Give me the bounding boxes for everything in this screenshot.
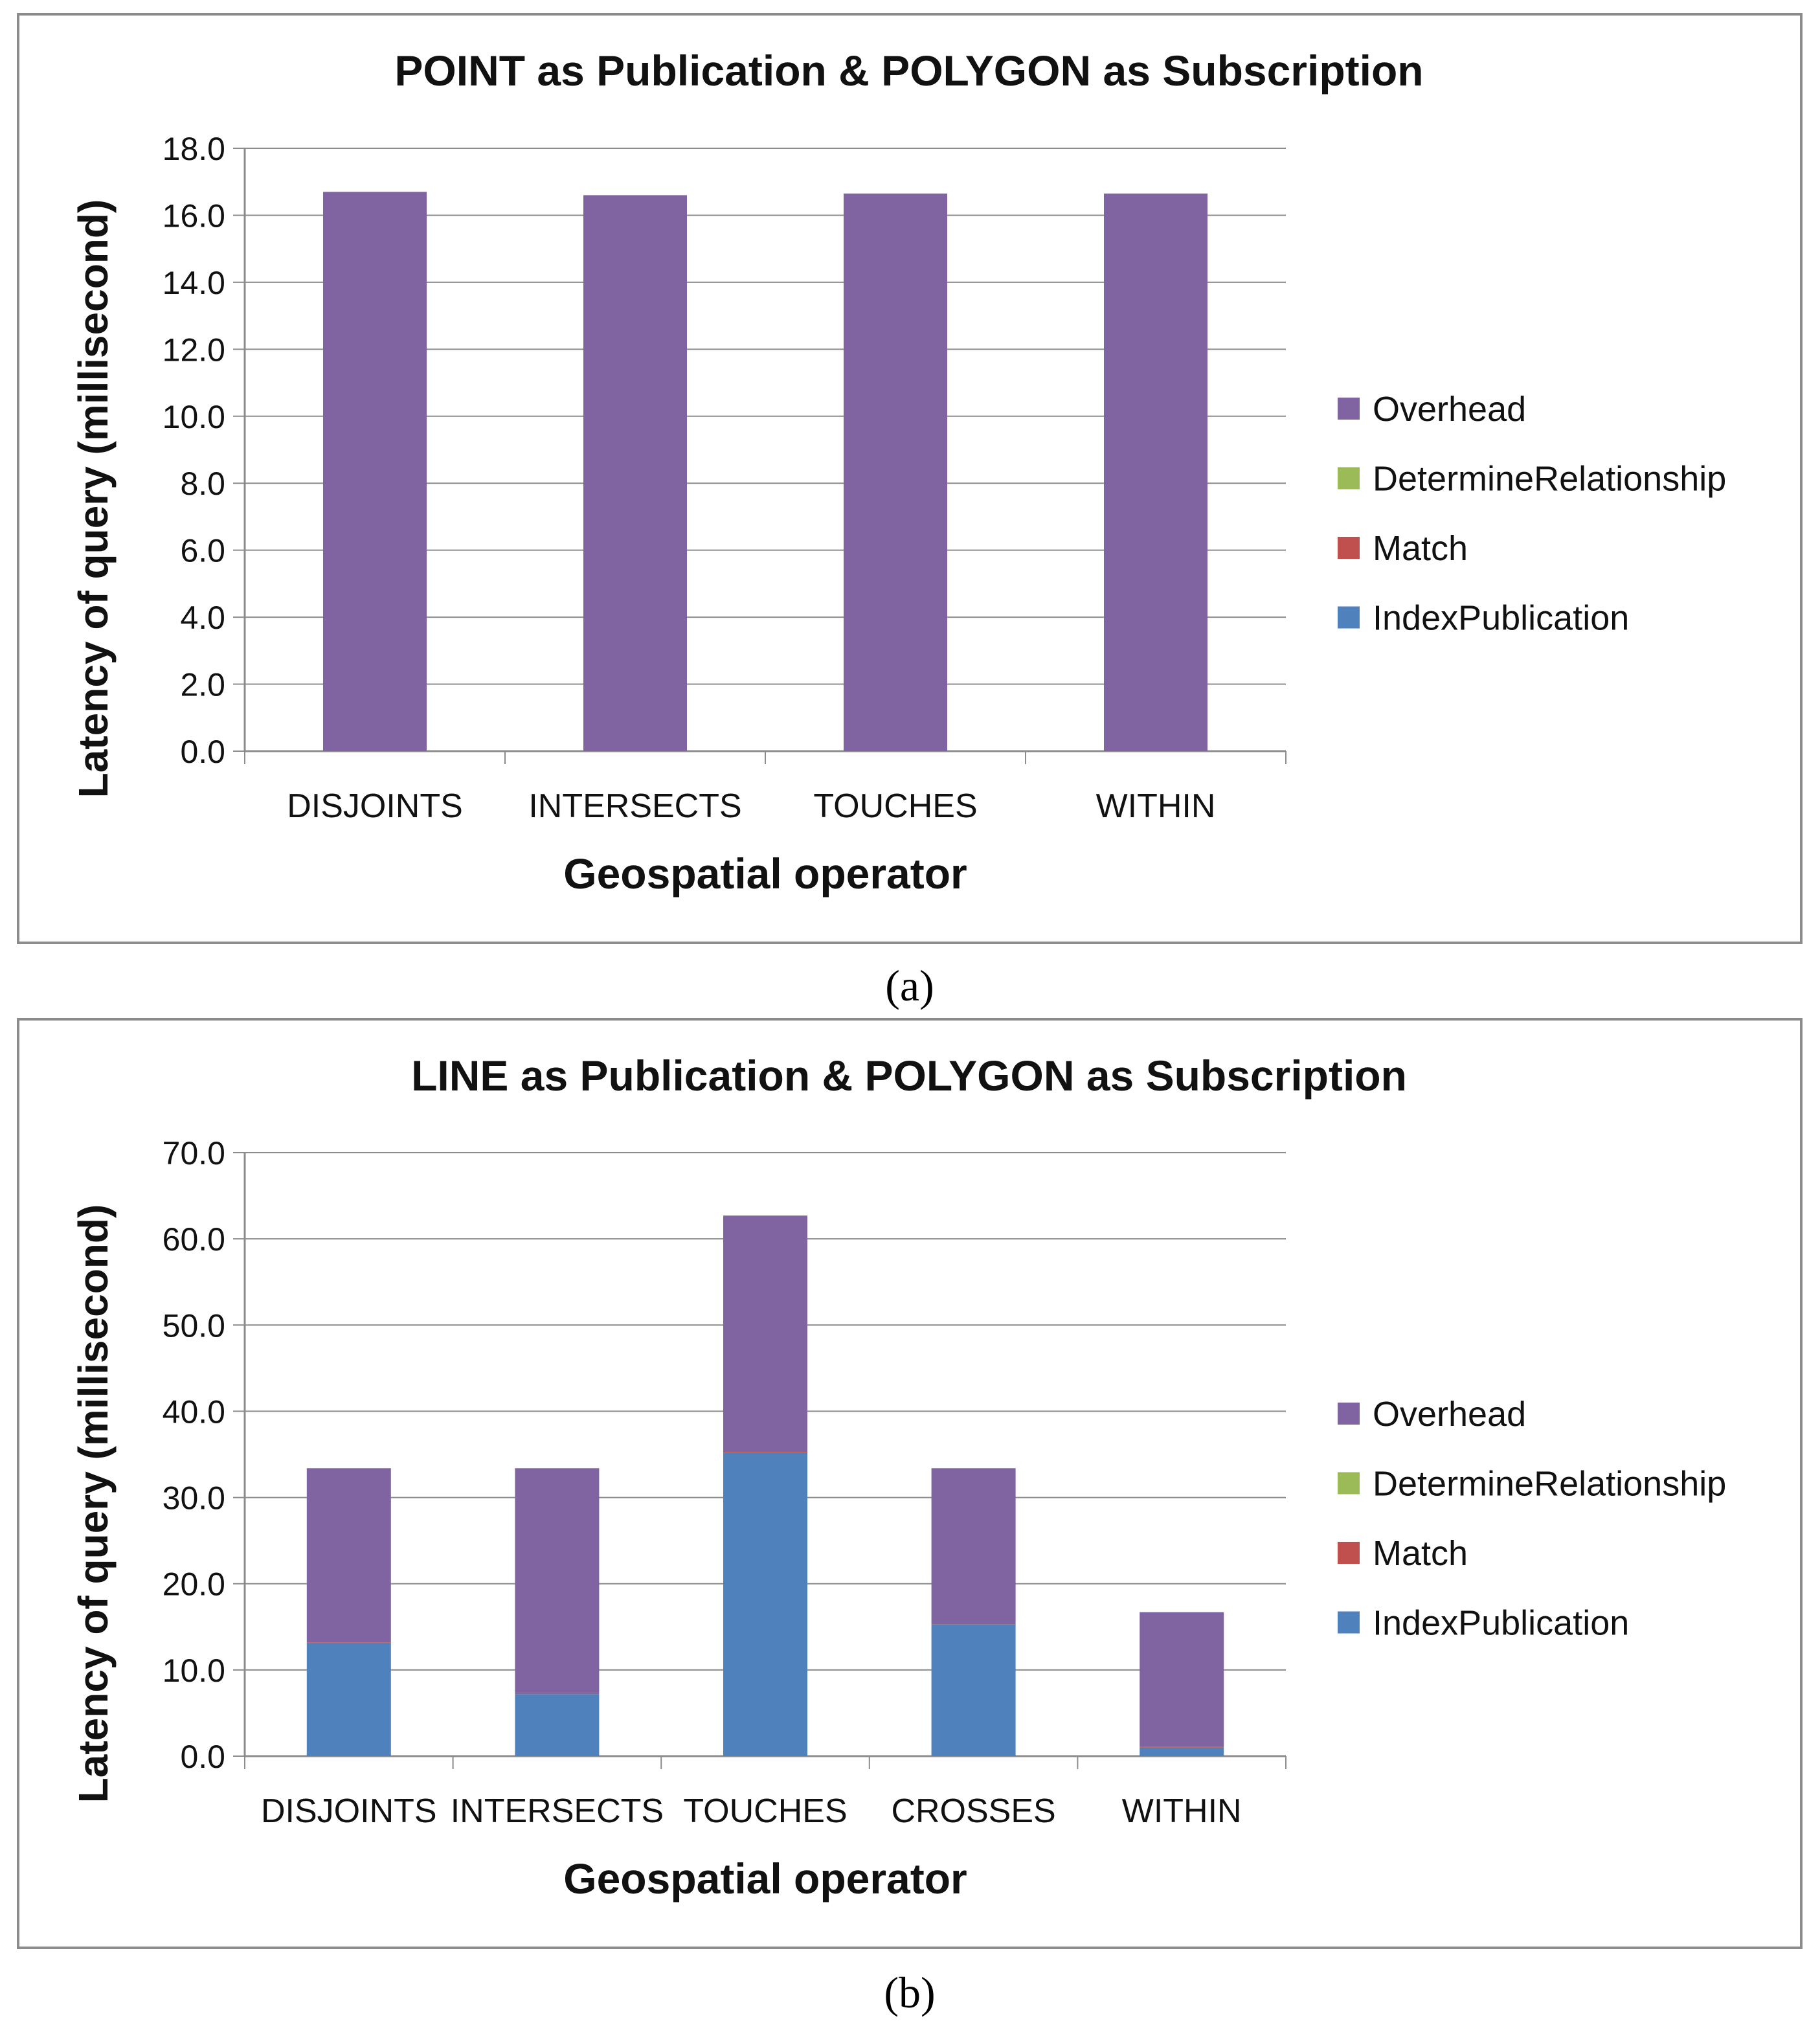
chart-b-bar-match-within (1140, 1746, 1224, 1748)
chart-b-legend-label-determinerelationship: DetermineRelationship (1373, 1465, 1726, 1504)
chart-b-bar-overhead-disjoints (306, 1468, 391, 1643)
chart-b-bar-overhead-touches (723, 1215, 807, 1452)
chart-b-ytick-label: 20.0 (163, 1566, 225, 1603)
chart-b-ytick-label: 40.0 (163, 1394, 225, 1430)
chart-b-ylabel: Latency of query (millisecond) (70, 1204, 117, 1803)
chart-b-bar-indexpublication-intersects (515, 1694, 600, 1756)
chart-b-legend-label-overhead: Overhead (1373, 1395, 1526, 1434)
chart-b-ytick-label: 50.0 (163, 1307, 225, 1344)
chart-a-ytick-label: 6.0 (180, 533, 225, 569)
chart-b-legend-swatch-determinerelationship (1338, 1472, 1360, 1495)
chart-b-category-label: DISJOINTS (261, 1792, 437, 1830)
chart-a-category-label: DISJOINTS (287, 787, 463, 825)
chart-a-xlabel: Geospatial operator (563, 850, 967, 897)
chart-a-ytick-label: 16.0 (163, 198, 225, 234)
chart-b-category-label: TOUCHES (683, 1792, 847, 1830)
caption-a: (a) (885, 961, 934, 1010)
chart-b-title: LINE as Publication & POLYGON as Subscri… (411, 1052, 1407, 1100)
chart-b-bar-indexpublication-disjoints (306, 1643, 391, 1756)
chart-b-bar-overhead-within (1140, 1612, 1224, 1747)
chart-b-ytick-label: 60.0 (163, 1221, 225, 1258)
chart-b-bar-match-disjoints (306, 1642, 391, 1643)
chart-b-bar-indexpublication-crosses (931, 1624, 1016, 1756)
chart-a-ytick-label: 10.0 (163, 399, 225, 435)
chart-a-bar-overhead-touches (844, 193, 947, 751)
chart-b-bar-match-intersects (515, 1693, 600, 1695)
chart-a-legend-label-overhead: Overhead (1373, 390, 1526, 429)
chart-a-ylabel: Latency of query (millisecond) (70, 199, 117, 798)
chart-a-ytick-label: 14.0 (163, 265, 225, 301)
chart-a-legend-swatch-match (1338, 537, 1360, 559)
chart-a-title: POINT as Publication & POLYGON as Subscr… (394, 47, 1423, 95)
chart-a-category-label: TOUCHES (813, 787, 977, 825)
chart-a-ytick-label: 18.0 (163, 131, 225, 167)
chart-b-category-label: INTERSECTS (451, 1792, 664, 1830)
chart-a-legend-swatch-determinerelationship (1338, 467, 1360, 490)
chart-a-ytick-label: 0.0 (180, 734, 225, 770)
chart-b-bar-indexpublication-within (1140, 1747, 1224, 1756)
chart-b-bar-overhead-crosses (931, 1468, 1016, 1623)
chart-a-category-label: INTERSECTS (528, 787, 741, 825)
chart-b-plot: 0.0 10.0 20.0 30.0 40.0 50.0 60.0 70.0 DISJOINTS… (163, 1135, 1286, 1830)
chart-b-legend-swatch-match (1338, 1542, 1360, 1564)
chart-b-ytick-label: 10.0 (163, 1653, 225, 1689)
chart-a-legend-label-match: Match (1373, 529, 1468, 568)
chart-a-plot: 0.0 2.0 4.0 6.0 8.0 10.0 12.0 14.0 16.0 18.0 DISJO… (163, 131, 1286, 825)
chart-b-legend-label-indexpublication: IndexPublication (1373, 1604, 1629, 1643)
chart-b-category-label: CROSSES (891, 1792, 1055, 1830)
chart-a-bar-overhead-intersects (583, 195, 687, 751)
chart-a-bar-overhead-within (1104, 193, 1208, 751)
chart-a-category-label: WITHIN (1096, 787, 1216, 825)
chart-b-ytick-label: 70.0 (163, 1135, 225, 1171)
chart-a-legend-label-determinerelationship: DetermineRelationship (1373, 460, 1726, 499)
chart-b-bar-indexpublication-touches (723, 1452, 807, 1756)
chart-a-bar-overhead-disjoints (323, 192, 427, 751)
chart-b-bar-match-crosses (931, 1623, 1016, 1625)
chart-b-ytick-label: 0.0 (180, 1739, 225, 1775)
chart-b-legend-swatch-indexpublication (1338, 1611, 1360, 1634)
chart-b-legend-label-match: Match (1373, 1534, 1468, 1573)
chart-b-legend: Overhead DetermineRelationship Match IndexP… (1338, 1395, 1726, 1643)
chart-a-legend-label-indexpublication: IndexPublication (1373, 599, 1629, 638)
chart-a-ytick-label: 2.0 (180, 667, 225, 703)
chart-a-ytick-label: 4.0 (180, 600, 225, 636)
chart-b-ytick-label: 30.0 (163, 1480, 225, 1517)
chart-a-legend-swatch-indexpublication (1338, 606, 1360, 629)
chart-a-legend-swatch-overhead (1338, 398, 1360, 420)
caption-b: (b) (884, 1968, 935, 2017)
chart-b-xlabel: Geospatial operator (563, 1855, 967, 1902)
chart-a-ytick-label: 8.0 (180, 466, 225, 502)
chart-b-bar-overhead-intersects (515, 1468, 600, 1693)
chart-a-legend: Overhead DetermineRelationship Match IndexP… (1338, 390, 1726, 638)
chart-b-legend-swatch-overhead (1338, 1403, 1360, 1425)
chart-b-category-label: WITHIN (1122, 1792, 1242, 1830)
chart-a-ytick-label: 12.0 (163, 332, 225, 368)
